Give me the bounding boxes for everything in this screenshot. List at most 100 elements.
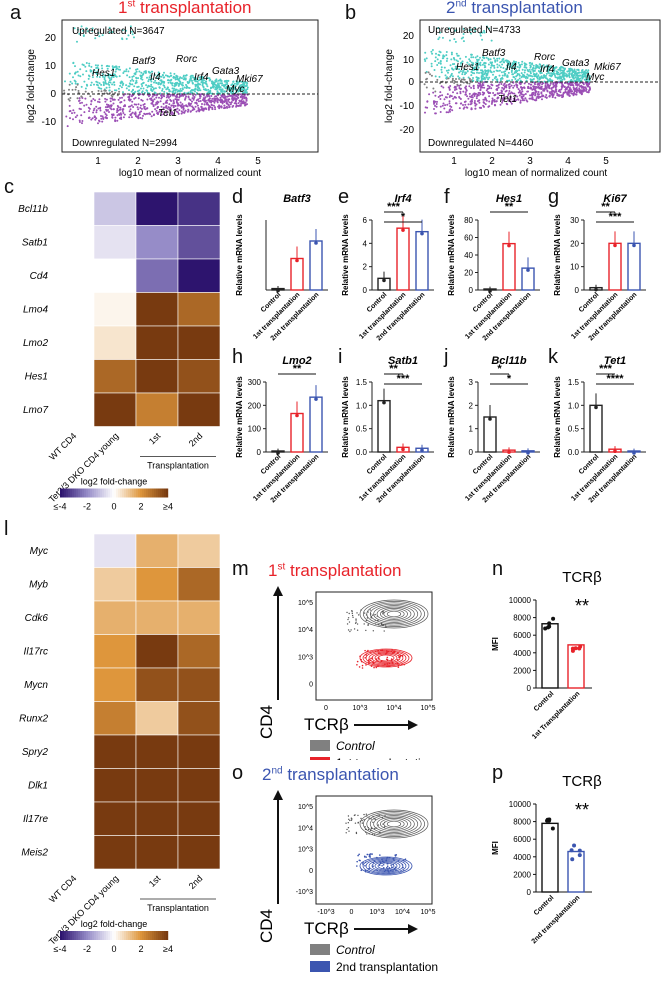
- heatmap-legend-swatch: [118, 931, 121, 940]
- ma-point: [100, 64, 103, 67]
- ma-point: [77, 89, 80, 92]
- qpcr-tick-label: 3: [469, 378, 474, 387]
- ma-point: [223, 94, 226, 97]
- ma-point: [511, 79, 514, 81]
- ma-point: [77, 91, 80, 94]
- heatmap-cell: [51, 835, 95, 870]
- flow-transplant-dot: [404, 858, 407, 861]
- ma-point: [536, 83, 539, 86]
- ma-point: [185, 74, 188, 77]
- flow-control-contour: [380, 818, 408, 830]
- heatmap-legend-swatch: [132, 488, 135, 498]
- ma-point: [233, 82, 236, 85]
- flow-legend-swatch: [310, 961, 330, 972]
- flow-transplant-dot: [390, 659, 393, 662]
- flow-transplant-dot: [386, 656, 389, 659]
- flow-transplant-dot: [397, 666, 400, 669]
- flow-control-dot: [346, 828, 348, 831]
- ma-point: [192, 94, 195, 97]
- ma-point: [108, 26, 111, 29]
- ma-point: [540, 69, 542, 71]
- ma-point: [510, 102, 513, 105]
- heatmap-legend-swatch: [64, 488, 67, 498]
- ma-point: [221, 90, 223, 93]
- ma-point: [104, 106, 107, 109]
- ma-point: [89, 95, 92, 98]
- ma-point: [541, 65, 544, 68]
- ma-point: [168, 79, 171, 82]
- mfi-panel-n: TCRβ**0200040006000800010000MFIControl1s…: [491, 569, 602, 741]
- ma-point: [500, 71, 503, 74]
- ma-point: [117, 109, 120, 112]
- ma-point: [442, 86, 445, 89]
- ma-point: [225, 105, 228, 108]
- flow-control-dot: [356, 612, 358, 614]
- flow-control-dot: [383, 630, 385, 632]
- ma-point: [566, 86, 569, 89]
- ma-point: [229, 88, 232, 91]
- flow-control-dot: [348, 612, 350, 615]
- ma-point: [182, 107, 185, 110]
- ma-point: [489, 66, 492, 69]
- ma-point: [479, 84, 482, 87]
- ma-point: [424, 106, 427, 109]
- flow-transplant-dot: [386, 865, 389, 868]
- ma-point: [554, 96, 557, 99]
- ma-point: [490, 39, 493, 42]
- ma-point: [183, 111, 186, 113]
- mfi-tick-label: 6000: [513, 631, 531, 640]
- ma-point: [157, 83, 160, 86]
- panel-label-c: c: [4, 176, 14, 198]
- ma-point: [165, 88, 168, 91]
- flow-control-dot: [367, 624, 369, 627]
- heatmap-legend-swatch: [78, 931, 81, 940]
- ma-point: [211, 108, 214, 110]
- heatmap-col-label: 1st: [147, 873, 163, 889]
- ma-point: [154, 79, 157, 82]
- ma-point: [556, 92, 559, 95]
- heatmap-row-label: Hes1: [25, 371, 48, 382]
- ma-point: [187, 95, 190, 98]
- ma-point: [529, 83, 532, 86]
- ma-point: [455, 96, 457, 99]
- ma-a-gene: Mki67: [236, 74, 263, 85]
- ma-point: [80, 114, 83, 117]
- ma-point: [135, 103, 138, 106]
- ma-point: [488, 85, 491, 88]
- ma-point: [549, 92, 552, 95]
- qpcr-gene-title: Irf4: [394, 193, 411, 205]
- ma-point: [177, 84, 180, 87]
- ma-point: [87, 77, 90, 80]
- ma-b-xtick: 4: [565, 156, 571, 167]
- ma-plot-b: Upregulated N=4733 Downregulated N=4460 …: [384, 19, 661, 178]
- ma-point: [118, 75, 121, 78]
- ma-point: [140, 77, 142, 80]
- ma-point: [490, 63, 493, 66]
- ma-point: [128, 76, 131, 79]
- ma-point: [227, 104, 230, 107]
- ma-point: [587, 69, 590, 72]
- ma-point: [587, 74, 590, 77]
- qpcr-bar: [290, 412, 304, 453]
- ma-point: [96, 66, 99, 69]
- ma-point: [151, 99, 154, 102]
- ma-point: [125, 84, 128, 87]
- ma-point: [90, 118, 93, 121]
- flow-control-dot: [373, 817, 375, 820]
- ma-point: [165, 105, 168, 107]
- ma-point: [523, 71, 526, 74]
- panel-label-o: o: [232, 762, 244, 784]
- ma-point: [455, 88, 458, 91]
- ma-point: [455, 52, 458, 55]
- ma-point: [526, 90, 529, 93]
- ma-point: [523, 82, 526, 85]
- ma-point: [123, 113, 126, 116]
- ma-point: [540, 91, 543, 94]
- flow-transplant-dot: [381, 649, 384, 652]
- ma-point: [546, 90, 549, 93]
- flow-control-dot: [365, 813, 368, 815]
- ma-point: [529, 70, 532, 73]
- ma-point: [116, 111, 118, 114]
- flow-control-contour: [359, 809, 429, 839]
